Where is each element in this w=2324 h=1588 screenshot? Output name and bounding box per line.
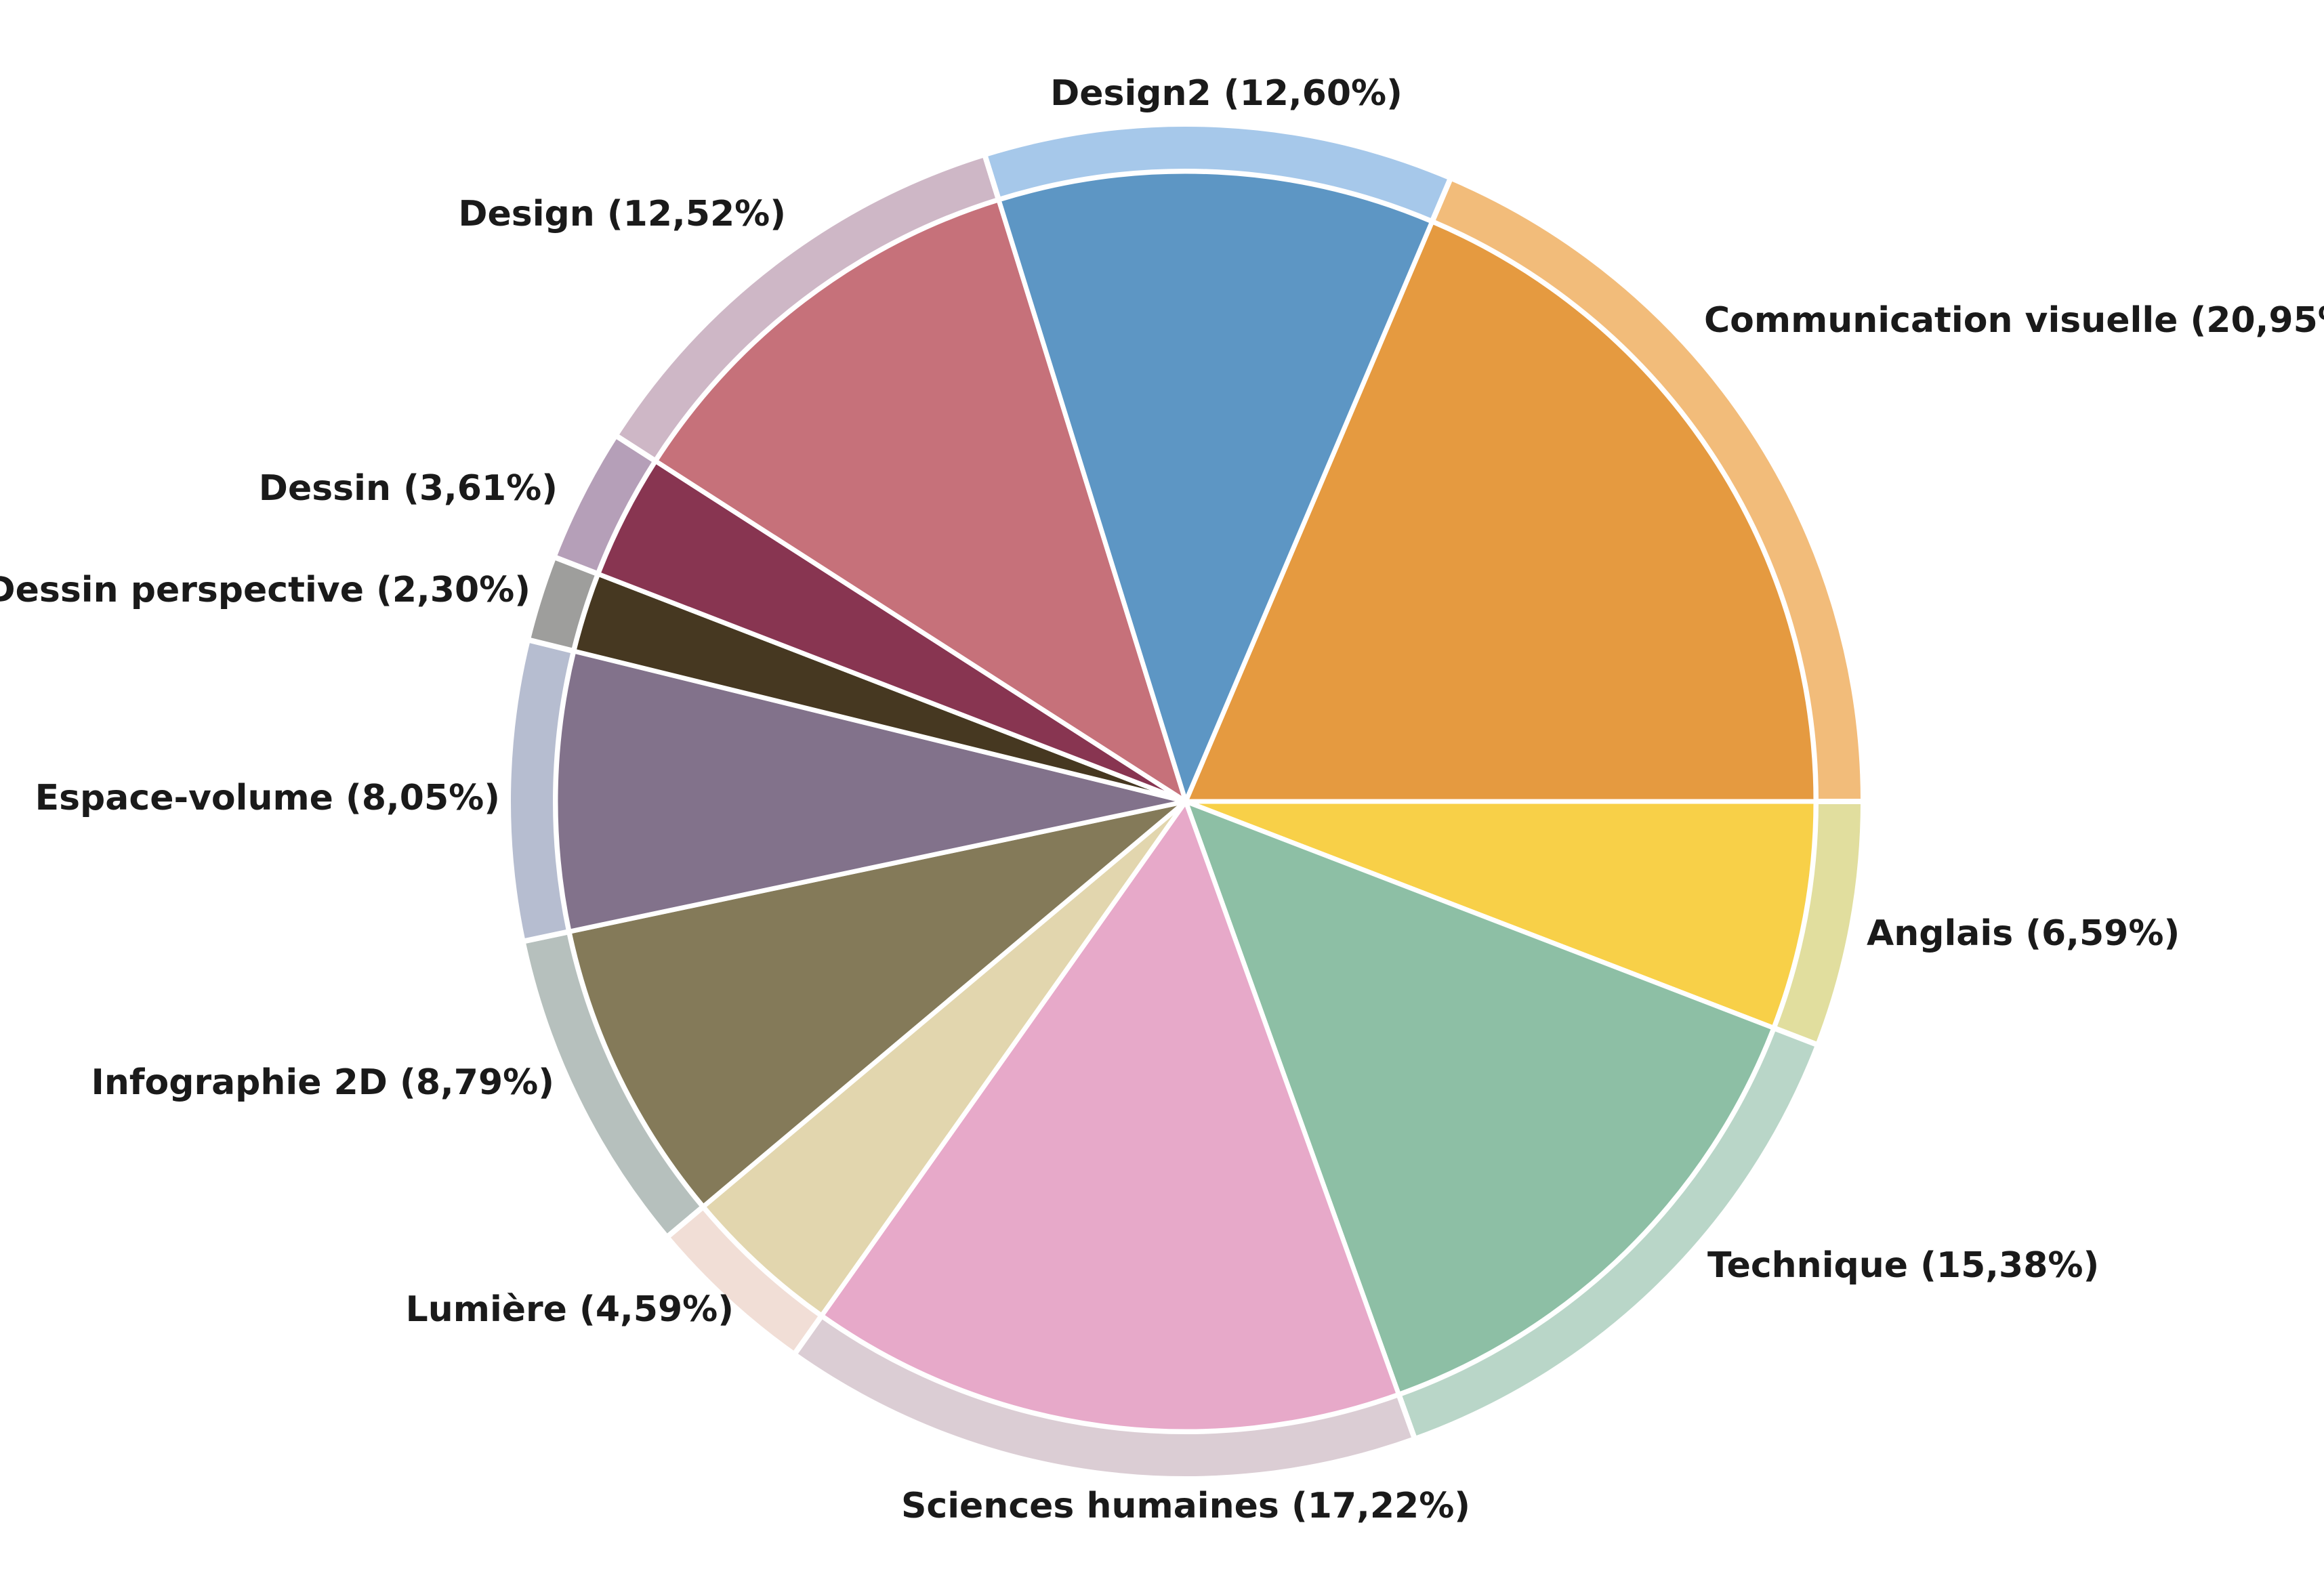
slice-label-design: Design (12,52%) — [458, 194, 786, 234]
pie-slice-sciences-humaines — [819, 799, 1401, 1434]
slice-label-infographie-2d: Infographie 2D (8,79%) — [91, 1062, 555, 1103]
pie-slice-design — [652, 197, 1188, 804]
pie-slice-lumiere — [701, 799, 1188, 1318]
pie-slice-communication-visuelle — [1183, 219, 1819, 804]
pie-slice-infographie-2d — [566, 799, 1188, 1209]
slice-label-communication-visuelle: Communication visuelle (20,95%) — [1704, 300, 2324, 341]
slice-label-espace-volume: Espace-volume (8,05%) — [35, 778, 500, 818]
slice-label-dessin: Dessin (3,61%) — [259, 468, 558, 509]
slice-label-sciences-humaines: Sciences humaines (17,22%) — [901, 1486, 1470, 1526]
slice-layer — [553, 169, 1819, 1434]
slice-label-design2: Design2 (12,60%) — [1050, 73, 1403, 114]
slice-label-anglais: Anglais (6,59%) — [1867, 913, 2180, 954]
slice-label-technique: Technique (15,38%) — [1707, 1245, 2099, 1286]
pie-slice-anglais — [1183, 799, 1819, 1030]
pie-slice-design2 — [996, 169, 1435, 804]
pie-slice-espace-volume — [553, 648, 1188, 934]
slice-label-dessin-perspective: Dessin perspective (2,30%) — [0, 570, 531, 610]
label-layer: Communication visuelle (20,95%) Anglais (… — [0, 73, 2324, 1526]
slice-label-lumiere: Lumière (4,59%) — [406, 1289, 734, 1330]
pie-slice-technique — [1183, 799, 1777, 1397]
